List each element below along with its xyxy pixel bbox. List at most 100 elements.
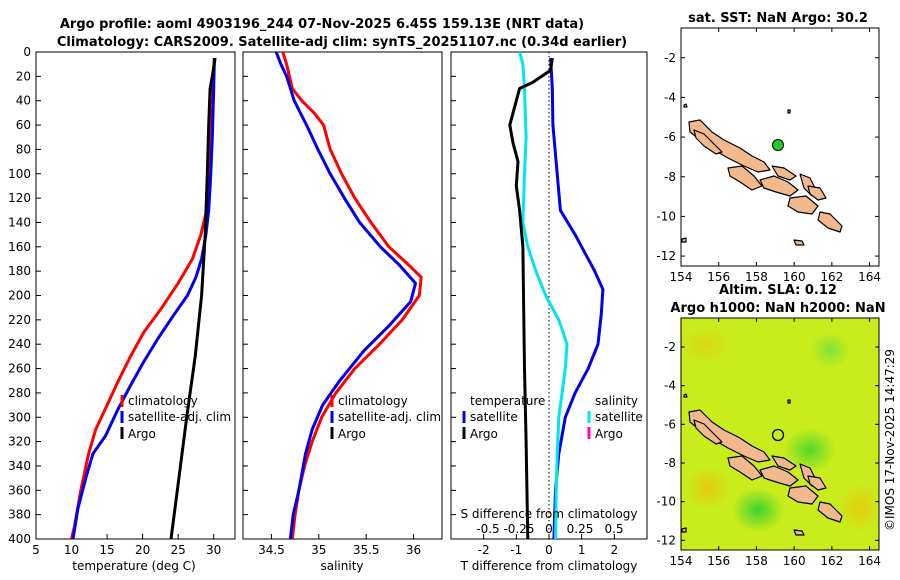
island-shape [727,165,763,191]
sla-map-ticks: 154 156 158 160 162 164 -2 -4 -6 -8 -10 -12 [656,318,881,568]
island-shape [787,109,791,114]
island-shape [683,393,688,398]
sla-anomaly-blob [784,428,836,472]
x-tick-label: 15 [99,543,114,557]
difference-top-axis-label: S difference from climatology [461,507,638,521]
map-x-tick-label: 156 [707,554,730,568]
x-tick-label: 1 [578,543,586,557]
series-line-climatology [281,52,423,539]
series-line-t-argo [508,57,554,539]
map-y-tick-label: -4 [664,379,676,393]
map-y-tick-label: -12 [656,249,676,263]
island-shape [771,165,797,181]
temperature-panel: 5 10 15 20 25 3002040608010012014016018020022… [8,45,236,573]
y-tick-label: 40 [16,94,31,108]
sla-map-panel: Altim. SLA: 0.12 Argo h1000: NaN h2000: … [656,283,885,568]
sla-anomaly-blob [681,327,731,363]
x-tick-label: 36 [406,543,421,557]
map-y-tick-label: -10 [656,495,676,509]
map-x-tick-label: 164 [858,554,881,568]
legend-label-argo: Argo [338,427,366,441]
map-y-tick-label: -10 [656,209,676,223]
map-x-tick-label: 154 [670,270,693,284]
legend-title-salinity: salinity [595,394,638,408]
difference-panel: -2 -1 0 1 2 T difference from climatology S … [450,51,648,573]
legend-label-satellite: satellite-adj. clim [128,410,231,424]
y-tick-label: 80 [16,142,31,156]
sst-map-panel: sat. SST: NaN Argo: 30.2 154 156 158 160 162… [656,11,881,284]
legend-label-t-satellite: satellite [470,410,518,424]
y-tick-label: 0 [23,45,31,59]
legend-label-t-argo: Argo [470,427,498,441]
map-x-tick-label: 162 [820,270,843,284]
y-tick-label: 360 [8,483,31,497]
island-shape [759,175,799,197]
island-shape [693,419,723,445]
salinity-legend: climatology satellite-adj. clim Argo [330,394,441,441]
map-x-tick-label: 158 [745,554,768,568]
sst-map-axes-box [680,27,880,267]
legend-label-argo: Argo [128,427,156,441]
island-group [681,103,843,246]
series-line-satellite-adj-clim [71,58,216,539]
map-x-tick-label: 156 [707,270,730,284]
map-x-tick-label: 160 [783,270,806,284]
map-x-tick-label: 160 [783,554,806,568]
island-shape [681,527,687,533]
map-y-tick-label: -4 [664,90,676,104]
temperature-ticks: 5 10 15 20 25 3002040608010012014016018020022… [8,45,221,557]
salinity-xlabel: salinity [320,559,363,573]
legend-label-s-argo: Argo [595,427,623,441]
sla-anomaly-blob [838,484,879,532]
difference-xlabel: T difference from climatology [460,559,638,573]
sst-map-ticks: 154 156 158 160 162 164 -2 -4 -6 -8 -10 -12 [656,28,881,284]
top-tick-label: -0.5 [476,522,499,536]
top-tick-label: 0.5 [604,522,623,536]
island-shape [807,185,827,201]
y-tick-label: 380 [8,508,31,522]
x-tick-label: -2 [478,543,490,557]
temperature-series [70,57,217,539]
island-group [681,393,843,536]
x-tick-label: -1 [510,543,522,557]
island-shape [787,195,819,215]
y-tick-label: 60 [16,118,31,132]
x-tick-label: 2 [611,543,619,557]
x-tick-label: 5 [32,543,40,557]
island-shape [817,501,843,523]
top-tick-label: 0 [545,522,553,536]
y-tick-label: 220 [8,313,31,327]
figure-title-line2: Climatology: CARS2009. Satellite-adj cli… [57,35,627,50]
island-shape [787,399,791,404]
y-tick-label: 280 [8,386,31,400]
temperature-axes-box [35,51,236,540]
y-tick-label: 120 [8,191,31,205]
island-shape [759,465,799,487]
difference-series [508,52,605,539]
island-shape [693,129,723,155]
sla-anomaly-blob [732,488,784,532]
series-line-argo [169,57,217,539]
sla-anomaly-blob [810,332,850,368]
x-tick-label: 34.5 [258,543,285,557]
legend-label-climatology: climatology [338,394,408,408]
island-shape [787,485,819,505]
argo-float-marker [772,139,784,151]
x-tick-label: 20 [135,543,150,557]
series-line-t-satellite [549,58,605,539]
map-y-tick-label: -2 [664,340,676,354]
x-tick-label: 30 [206,543,221,557]
top-tick-label: 0.25 [567,522,594,536]
map-y-tick-label: -12 [656,533,676,547]
x-tick-label: 25 [171,543,186,557]
legend-title-temperature: temperature [470,394,545,408]
temperature-legend: climatology satellite-adj. clim Argo [120,394,231,441]
salinity-series [274,52,423,539]
map-y-tick-label: -8 [664,456,676,470]
legend-label-climatology: climatology [128,394,198,408]
map-x-tick-label: 158 [745,270,768,284]
y-tick-label: 400 [8,532,31,546]
x-tick-label: 0 [545,543,553,557]
island-shape [793,529,805,536]
y-tick-label: 300 [8,410,31,424]
